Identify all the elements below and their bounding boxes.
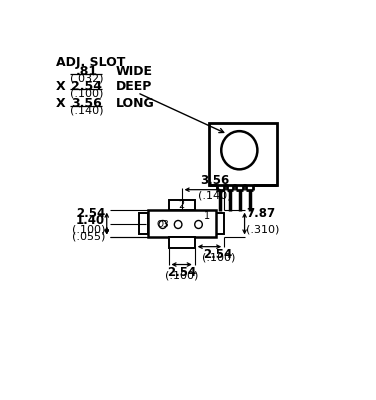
Bar bbox=[168, 200, 195, 210]
Bar bbox=[147, 210, 216, 238]
Bar bbox=[139, 213, 147, 234]
Text: WIDE: WIDE bbox=[115, 65, 153, 78]
Text: (.100): (.100) bbox=[165, 270, 198, 280]
Text: (.055): (.055) bbox=[72, 231, 105, 241]
Text: 3.56: 3.56 bbox=[200, 174, 229, 187]
Text: 2.54: 2.54 bbox=[76, 208, 105, 220]
Text: (.100): (.100) bbox=[72, 224, 105, 234]
Text: LONG: LONG bbox=[115, 97, 154, 110]
Text: 2: 2 bbox=[178, 200, 184, 210]
Circle shape bbox=[221, 131, 258, 169]
Text: ADJ. SLOT: ADJ. SLOT bbox=[56, 56, 125, 69]
Text: .81: .81 bbox=[75, 65, 97, 78]
Text: 2.54: 2.54 bbox=[71, 80, 102, 93]
Text: 1: 1 bbox=[204, 211, 210, 221]
Text: (.100): (.100) bbox=[202, 252, 235, 262]
Circle shape bbox=[174, 220, 182, 228]
Bar bbox=[216, 213, 224, 234]
Text: 1.40: 1.40 bbox=[76, 214, 105, 228]
Text: X: X bbox=[56, 80, 65, 93]
Text: (.140): (.140) bbox=[198, 190, 231, 200]
Text: O3: O3 bbox=[156, 220, 169, 229]
Bar bbox=[209, 124, 277, 185]
Text: (.032): (.032) bbox=[70, 74, 103, 84]
Circle shape bbox=[159, 220, 167, 228]
Text: X: X bbox=[56, 97, 65, 110]
Text: 3.56: 3.56 bbox=[71, 97, 102, 110]
Text: (.140): (.140) bbox=[70, 106, 103, 116]
Circle shape bbox=[195, 220, 202, 228]
Text: (.310): (.310) bbox=[246, 224, 279, 234]
Text: DEEP: DEEP bbox=[115, 80, 152, 93]
Text: 2.54: 2.54 bbox=[203, 248, 233, 261]
Text: 2.54: 2.54 bbox=[167, 266, 196, 279]
Text: 7.87: 7.87 bbox=[246, 208, 275, 220]
Bar bbox=[168, 238, 195, 248]
Text: (.100): (.100) bbox=[70, 89, 103, 99]
